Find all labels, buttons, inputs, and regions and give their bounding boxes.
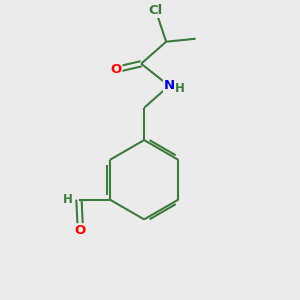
Text: O: O xyxy=(75,224,86,237)
Text: N: N xyxy=(164,79,175,92)
Text: H: H xyxy=(175,82,185,94)
Text: H: H xyxy=(63,193,73,206)
Text: Cl: Cl xyxy=(149,4,163,17)
Text: O: O xyxy=(111,63,122,76)
